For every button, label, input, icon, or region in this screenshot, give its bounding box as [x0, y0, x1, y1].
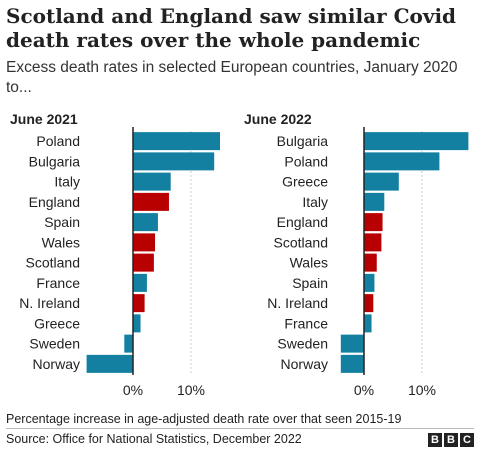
- category-label: Bulgaria: [277, 133, 329, 149]
- x-tick-label: 0%: [123, 382, 143, 398]
- category-label: France: [284, 315, 328, 331]
- bar: [133, 152, 215, 171]
- panel-title: June 2021: [10, 111, 78, 127]
- logo-letter: B: [444, 433, 458, 447]
- bar: [133, 273, 147, 292]
- bar: [133, 294, 145, 313]
- category-label: Scotland: [26, 255, 80, 271]
- category-label: Spain: [44, 214, 80, 230]
- category-label: Spain: [292, 275, 328, 291]
- bar: [340, 354, 364, 373]
- logo-letter: B: [428, 433, 442, 447]
- x-tick-label: 10%: [408, 382, 436, 398]
- bar: [364, 233, 382, 252]
- chart-title: Scotland and England saw similar Covid d…: [6, 4, 457, 52]
- bbc-logo: B B C: [428, 433, 474, 447]
- category-label: Bulgaria: [29, 153, 81, 169]
- category-label: England: [29, 194, 80, 210]
- category-label: Norway: [281, 356, 328, 372]
- bar: [364, 314, 372, 333]
- category-label: England: [277, 214, 328, 230]
- bar: [133, 314, 141, 333]
- bar: [364, 172, 399, 191]
- bar: [364, 253, 377, 272]
- x-tick-label: 10%: [177, 382, 205, 398]
- logo-letter: C: [460, 433, 474, 447]
- category-label: Poland: [36, 133, 80, 149]
- category-label: Poland: [284, 153, 328, 169]
- category-label: N. Ireland: [267, 295, 328, 311]
- category-label: Wales: [42, 234, 80, 250]
- bar: [133, 192, 169, 211]
- bar: [340, 334, 364, 353]
- category-label: Greece: [282, 174, 328, 190]
- chart-svg: June 2021 Poland Bulgaria Italy England Spain…: [10, 111, 469, 398]
- bar: [364, 213, 383, 232]
- bar: [124, 334, 133, 353]
- bar: [364, 152, 440, 171]
- category-label: Italy: [302, 194, 328, 210]
- category-label: Norway: [33, 356, 80, 372]
- category-label: N. Ireland: [19, 295, 80, 311]
- bar: [133, 213, 158, 232]
- chart-subtitle: Excess death rates in selected European …: [6, 59, 458, 96]
- footer-divider: [6, 428, 474, 429]
- bar: [364, 132, 469, 151]
- chart-footnote: Percentage increase in age-adjusted deat…: [6, 412, 402, 426]
- bar: [133, 253, 154, 272]
- panel-title: June 2022: [244, 111, 312, 127]
- bar: [133, 233, 156, 252]
- x-tick-label: 0%: [354, 382, 374, 398]
- category-label: Wales: [290, 255, 328, 271]
- bar: [86, 354, 133, 373]
- category-label: Greece: [34, 315, 80, 331]
- bar: [133, 172, 171, 191]
- category-label: Italy: [54, 174, 80, 190]
- bar: [133, 132, 220, 151]
- category-label: France: [36, 275, 80, 291]
- bar: [364, 273, 375, 292]
- category-label: Sweden: [277, 336, 328, 352]
- category-label: Sweden: [29, 336, 80, 352]
- source-note: Source: Office for National Statistics, …: [6, 432, 302, 446]
- bar: [364, 294, 374, 313]
- bar: [364, 192, 385, 211]
- category-label: Scotland: [274, 234, 328, 250]
